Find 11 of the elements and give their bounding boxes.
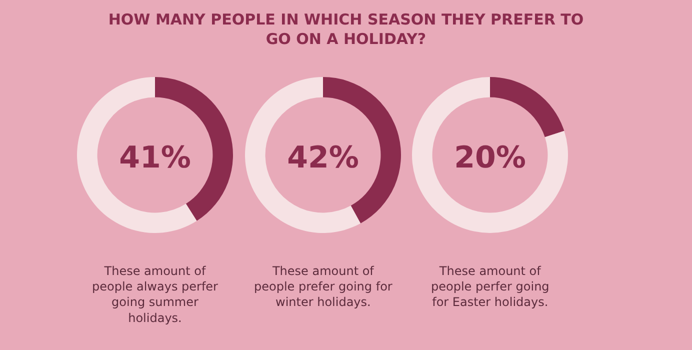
text: HOW MANY PEOPLE IN WHICH SEASON THEY PREFER TO GO ON A HOLIDAY? bbox=[108, 10, 584, 48]
text: 42% bbox=[287, 140, 359, 176]
donut-slice bbox=[412, 77, 568, 233]
text: These amount of people prefer going for winter holidays. bbox=[254, 264, 392, 310]
text: These amount of people always perfer going summer holidays. bbox=[92, 264, 218, 325]
text: 20% bbox=[454, 140, 526, 176]
donut-slice bbox=[245, 77, 361, 233]
donut-slice bbox=[77, 77, 197, 233]
donut-slice bbox=[490, 77, 564, 138]
text: 41% bbox=[119, 140, 191, 176]
text: These amount of people perfer going for Easter holidays. bbox=[431, 264, 550, 310]
